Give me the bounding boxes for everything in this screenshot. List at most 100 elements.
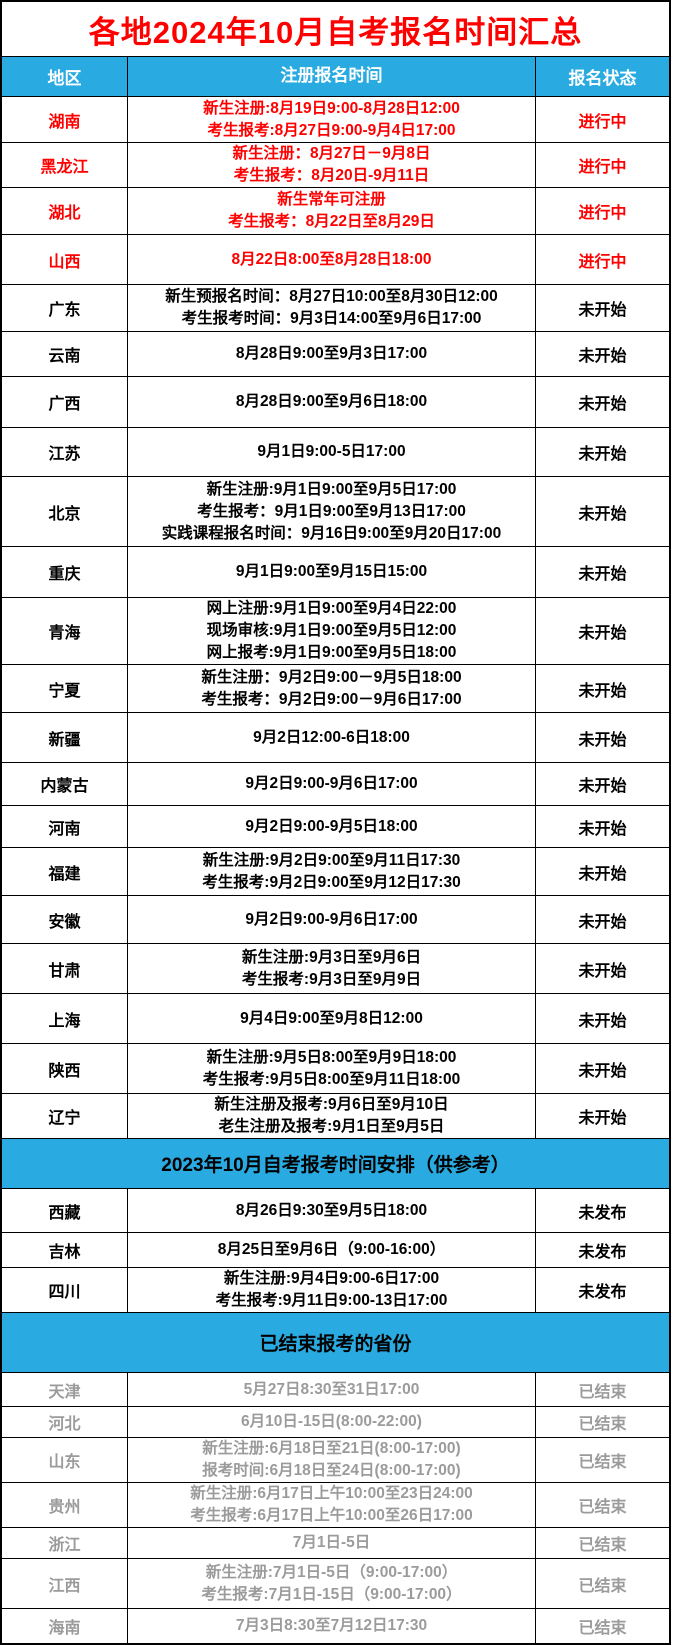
time-cell: 新生注册:9月5日8:00至9月9日18:00 考生报考:9月5日8:00至9月…: [128, 1044, 536, 1093]
status-cell: 已结束: [578, 1416, 627, 1433]
table-row: 吉林 8月25日至9月6日（9:00-16:00） 未发布: [2, 1233, 669, 1268]
status-cell: 未开始: [578, 682, 627, 700]
time-line: 考生报考:6月17日上午10:00至26日17:00: [190, 1507, 473, 1524]
time-line: 考生报考时间：9月3日14:00至9月6日17:00: [181, 310, 482, 327]
table-row: 西藏 8月26日9:30至9月5日18:00 未发布: [2, 1189, 669, 1233]
time-line: 新生注册:9月2日9:00至9月11日17:30: [202, 851, 461, 869]
time-line: 考生报考：8月20日-9月11日: [233, 167, 430, 184]
time-line: 考生报考:7月1日-15日（9:00-17:00）: [201, 1585, 462, 1603]
table-row: 上海 9月4日9:00至9月8日12:00 未开始: [2, 994, 669, 1044]
table-row: 贵州 新生注册:6月17日上午10:00至23日24:00 考生报考:6月17日…: [2, 1483, 669, 1528]
header-region: 地区: [2, 57, 128, 96]
table-row: 陕西 新生注册:9月5日8:00至9月9日18:00 考生报考:9月5日8:00…: [2, 1044, 669, 1094]
time-line: 8月22日8:00至8月28日18:00: [231, 250, 432, 268]
time-line: 6月10日-15日(8:00-22:00): [241, 1413, 422, 1430]
header-time: 注册报名时间: [128, 57, 536, 96]
table-row: 安徽 9月2日9:00-9月6日17:00 未开始: [2, 896, 669, 944]
time-cell: 8月22日8:00至8月28日18:00: [128, 235, 536, 284]
status-cell: 未开始: [578, 505, 627, 523]
time-line: 考生报考:8月27日9:00-9月4日17:00: [207, 121, 456, 139]
region-cell: 安徽: [2, 896, 128, 943]
time-cell: 5月27日8:30至31日17:00: [128, 1373, 536, 1406]
time-line: 9月4日9:00至9月8日12:00: [240, 1009, 423, 1027]
time-line: 新生注册:7月1日-5日（9:00-17:00）: [205, 1563, 458, 1581]
time-cell: 9月2日9:00-9月6日17:00: [128, 763, 536, 805]
region-cell: 云南: [2, 332, 128, 376]
page-title: 各地2024年10月自考报名时间汇总: [88, 14, 583, 50]
time-line: 9月1日9:00-5日17:00: [257, 443, 406, 460]
time-line: 9月2日9:00-9月6日17:00: [245, 775, 418, 792]
table-row: 云南 8月28日9:00至9月3日17:00 未开始: [2, 332, 669, 377]
time-cell: 9月2日12:00-6日18:00: [128, 713, 536, 762]
region-cell: 河北: [2, 1407, 128, 1437]
region-cell: 辽宁: [2, 1094, 128, 1138]
status-cell: 已结束: [578, 1577, 627, 1595]
table-row: 北京 新生注册:9月1日9:00至9月5日17:00 考生报考：9月1日9:00…: [2, 477, 669, 547]
region-cell: 吉林: [2, 1233, 128, 1267]
time-cell: 新生注册:6月18日至21日(8:00-17:00) 报考时间:6月18日至24…: [128, 1438, 536, 1482]
table-row: 海南 7月3日8:30至7月12日17:30 已结束: [2, 1609, 669, 1643]
time-line: 新生注册:6月18日至21日(8:00-17:00): [202, 1440, 461, 1457]
time-line: 现场审核:9月1日9:00至9月5日12:00: [206, 622, 457, 639]
region-cell: 甘肃: [2, 944, 128, 993]
region-cell: 浙江: [2, 1528, 128, 1558]
time-cell: 新生常年可注册 考生报考：8月22日至8月29日: [128, 188, 536, 234]
time-line: 新生注册及报考:9月6日至9月10日: [214, 1096, 449, 1113]
time-line: 新生注册:9月4日9:00-6日17:00: [223, 1270, 440, 1287]
time-line: 新生预报名时间：8月27日10:00至8月30日12:00: [165, 288, 498, 305]
time-cell: 9月1日9:00至9月15日15:00: [128, 547, 536, 597]
region-cell: 西藏: [2, 1189, 128, 1232]
time-line: 新生注册:9月1日9:00至9月5日17:00: [206, 480, 457, 498]
time-line: 8月26日9:30至9月5日18:00: [235, 1201, 428, 1219]
region-cell: 江西: [2, 1559, 128, 1608]
time-line: 9月2日9:00-9月6日17:00: [245, 910, 418, 928]
region-cell: 河南: [2, 806, 128, 847]
time-line: 实践课程报名时间：9月16日9:00至9月20日17:00: [161, 524, 502, 542]
time-cell: 新生注册:9月3日至9月6日 考生报考:9月3日至9月9日: [128, 944, 536, 993]
table-row: 重庆 9月1日9:00至9月15日15:00 未开始: [2, 547, 669, 598]
time-cell: 8月28日9:00至9月3日17:00: [128, 332, 536, 376]
time-cell: 新生注册:7月1日-5日（9:00-17:00） 考生报考:7月1日-15日（9…: [128, 1559, 536, 1608]
table-row: 浙江 7月1日-5日 已结束: [2, 1528, 669, 1559]
region-cell: 新疆: [2, 713, 128, 762]
time-line: 考生报考:9月11日9:00-13日17:00: [215, 1292, 448, 1309]
time-cell: 新生注册：8月27日－9月8日 考生报考：8月20日-9月11日: [128, 143, 536, 187]
time-line: 考生报考:9月3日至9月9日: [241, 970, 422, 988]
status-cell: 未开始: [578, 302, 627, 319]
status-cell: 未发布: [578, 1244, 627, 1261]
table-row: 新疆 9月2日12:00-6日18:00 未开始: [2, 713, 669, 763]
region-cell: 湖北: [2, 188, 128, 234]
time-line: 报考时间:6月18日至24日(8:00-17:00): [202, 1462, 461, 1479]
table-row: 宁夏 新生注册：9月2日9:00－9月5日18:00 考生报考：9月2日9:00…: [2, 665, 669, 713]
status-cell: 未开始: [578, 778, 627, 795]
status-cell: 未开始: [578, 348, 627, 365]
region-cell: 上海: [2, 994, 128, 1043]
time-cell: 6月10日-15日(8:00-22:00): [128, 1407, 536, 1437]
status-cell: 已结束: [578, 1499, 627, 1516]
region-cell: 黑龙江: [2, 143, 128, 187]
status-cell: 未开始: [578, 566, 627, 583]
table-row: 甘肃 新生注册:9月3日至9月6日 考生报考:9月3日至9月9日 未开始: [2, 944, 669, 994]
time-cell: 9月4日9:00至9月8日12:00: [128, 994, 536, 1043]
time-line: 7月3日8:30至7月12日17:30: [235, 1617, 428, 1634]
table-row: 湖北 新生常年可注册 考生报考：8月22日至8月29日 进行中: [2, 188, 669, 235]
time-line: 9月2日12:00-6日18:00: [253, 728, 410, 746]
region-cell: 天津: [2, 1373, 128, 1406]
status-cell: 已结束: [578, 1620, 627, 1637]
time-cell: 新生注册:9月2日9:00至9月11日17:30 考生报考:9月2日9:00至9…: [128, 848, 536, 895]
region-cell: 陕西: [2, 1044, 128, 1093]
table-row: 黑龙江 新生注册：8月27日－9月8日 考生报考：8月20日-9月11日 进行中: [2, 143, 669, 188]
region-cell: 湖南: [2, 97, 128, 142]
region-cell: 海南: [2, 1609, 128, 1643]
time-cell: 新生注册:9月1日9:00至9月5日17:00 考生报考：9月1日9:00至9月…: [128, 477, 536, 546]
table-row: 内蒙古 9月2日9:00-9月6日17:00 未开始: [2, 763, 669, 806]
time-cell: 新生预报名时间：8月27日10:00至8月30日12:00 考生报考时间：9月3…: [128, 285, 536, 331]
table-row: 广西 8月28日9:00至9月6日18:00 未开始: [2, 377, 669, 428]
status-cell: 未开始: [578, 446, 627, 463]
table-row: 江西 新生注册:7月1日-5日（9:00-17:00） 考生报考:7月1日-15…: [2, 1559, 669, 1609]
table-row: 青海 网上注册:9月1日9:00至9月4日22:00 现场审核:9月1日9:00…: [2, 598, 669, 665]
status-cell: 未发布: [578, 1284, 627, 1301]
time-line: 网上注册:9月1日9:00至9月4日22:00: [206, 600, 457, 617]
time-line: 新生注册:9月5日8:00至9月9日18:00: [206, 1048, 457, 1066]
time-line: 新生注册:8月19日9:00-8月28日12:00: [203, 99, 460, 117]
